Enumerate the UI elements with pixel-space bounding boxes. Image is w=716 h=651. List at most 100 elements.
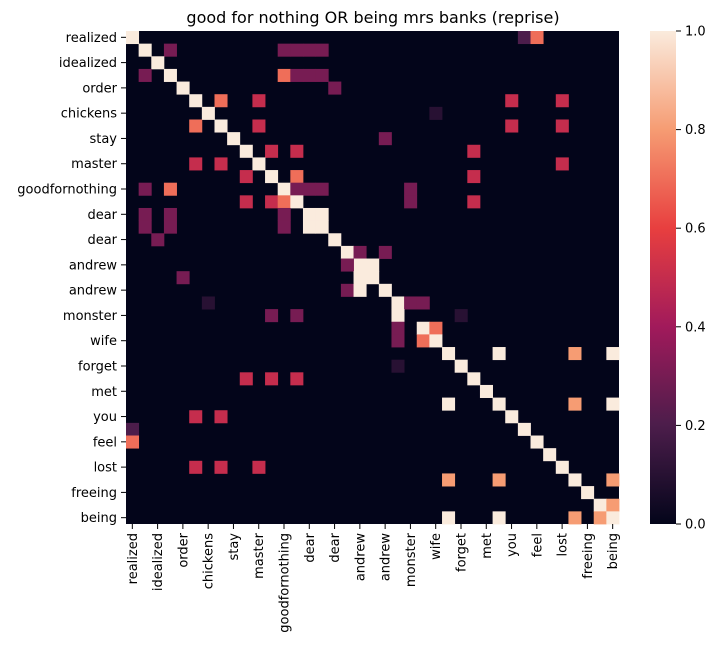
heatmap-cell xyxy=(290,182,304,196)
heatmap-cell xyxy=(467,144,481,158)
heatmap-cell xyxy=(328,81,342,95)
heatmap-cell xyxy=(505,410,519,424)
heatmap-cell xyxy=(492,473,506,487)
heatmap-cell xyxy=(163,207,177,222)
y-tick-label: met xyxy=(91,385,117,400)
heatmap-cell xyxy=(492,397,506,411)
heatmap-cell xyxy=(126,31,140,45)
x-tick-label: dear xyxy=(303,532,318,562)
heatmap-cell xyxy=(214,410,228,424)
heatmap-cell xyxy=(555,460,569,474)
heatmap-cell xyxy=(189,410,203,424)
heatmap-cell xyxy=(126,435,140,449)
heatmap-cell xyxy=(290,43,304,57)
heatmap-cell xyxy=(606,347,620,361)
colorbar-tick-label: 0.6 xyxy=(685,222,706,237)
heatmap-cell xyxy=(265,170,279,184)
heatmap-cell xyxy=(391,321,405,335)
heatmap-cell xyxy=(581,486,595,500)
heatmap-cell xyxy=(138,207,152,222)
heatmap-cell xyxy=(138,220,152,234)
heatmap-cell xyxy=(530,435,544,449)
heatmap-cell xyxy=(290,170,304,184)
colorbar xyxy=(650,31,676,524)
heatmap-cell xyxy=(340,245,354,259)
y-tick-label: andrew xyxy=(69,284,118,299)
heatmap-cell xyxy=(555,94,569,108)
heatmap-cell xyxy=(252,94,266,108)
heatmap-cell xyxy=(555,157,569,171)
heatmap-cell xyxy=(353,245,367,259)
y-tick-label: monster xyxy=(63,309,118,324)
y-tick-label: you xyxy=(93,410,117,425)
heatmap-cell xyxy=(378,132,392,146)
y-tick-label: freeing xyxy=(71,486,117,501)
x-tick-label: stay xyxy=(227,533,242,561)
x-tick-label: forget xyxy=(454,533,469,572)
heatmap-cell xyxy=(442,347,456,361)
heatmap-cell xyxy=(442,511,456,525)
heatmap-cell xyxy=(442,473,456,487)
heatmap-cell xyxy=(302,43,317,57)
heatmap-cell xyxy=(555,119,569,133)
heatmap-cell xyxy=(252,119,266,133)
heatmap-cell xyxy=(277,195,291,209)
heatmap-cell xyxy=(239,372,253,386)
heatmap-cell xyxy=(593,498,607,512)
heatmap-cell xyxy=(138,182,152,196)
y-tick-label: feel xyxy=(93,435,117,450)
heatmap-cell xyxy=(252,157,266,171)
heatmap-cell xyxy=(315,182,329,196)
y-tick-label: idealized xyxy=(59,56,117,71)
colorbar-tick-label: 0.8 xyxy=(685,123,706,138)
heatmap-cell xyxy=(201,106,215,120)
heatmap-cell xyxy=(543,448,557,462)
heatmap-cell xyxy=(606,397,620,411)
x-tick-label: feel xyxy=(530,533,545,557)
heatmap-cell xyxy=(239,195,253,209)
heatmap-cell xyxy=(467,372,481,386)
heatmap-cell xyxy=(290,372,304,386)
y-tick-label: goodfornothing xyxy=(17,183,117,198)
heatmap-cell xyxy=(429,334,443,348)
heatmap-cell xyxy=(593,511,607,525)
heatmap-cell xyxy=(277,43,291,57)
y-tick-label: wife xyxy=(90,334,117,349)
heatmap-cell xyxy=(265,195,279,209)
colorbar-tick-label: 1.0 xyxy=(685,25,706,40)
heatmap-cell xyxy=(302,220,317,234)
heatmap-cell xyxy=(239,170,253,184)
heatmap-cell xyxy=(391,359,405,373)
y-tick-label: andrew xyxy=(69,258,118,273)
heatmap-cell xyxy=(151,56,165,70)
heatmap-cell xyxy=(340,258,354,272)
heatmap-cell xyxy=(163,182,177,196)
heatmap-cell xyxy=(606,498,620,512)
heatmap-cell xyxy=(467,195,481,209)
heatmap-cell xyxy=(265,309,279,323)
y-tick-label: stay xyxy=(89,132,117,147)
x-tick-label: idealized xyxy=(151,533,166,591)
heatmap-cell xyxy=(353,283,367,297)
heatmap-cell xyxy=(442,397,456,411)
heatmap-cell xyxy=(239,144,253,158)
heatmap-cell xyxy=(189,157,203,171)
x-tick-label: monster xyxy=(404,532,419,587)
heatmap-cell xyxy=(328,233,342,247)
colorbar-tick-label: 0.0 xyxy=(685,518,706,533)
heatmap-cell xyxy=(568,511,582,525)
heatmap-cell xyxy=(391,296,405,310)
y-tick-label: dear xyxy=(87,233,117,248)
heatmap-cell xyxy=(290,68,304,82)
heatmap-cell xyxy=(479,384,493,398)
heatmap-cell xyxy=(163,43,177,57)
heatmap-cell xyxy=(353,258,367,272)
heatmap-cell xyxy=(265,372,279,386)
y-tick-label: being xyxy=(81,511,117,526)
colorbar-tick-label: 0.4 xyxy=(685,320,706,335)
heatmap-cell xyxy=(214,460,228,474)
heatmap-cell xyxy=(252,460,266,474)
heatmap-cell xyxy=(214,119,228,133)
heatmap-cell xyxy=(378,283,392,297)
